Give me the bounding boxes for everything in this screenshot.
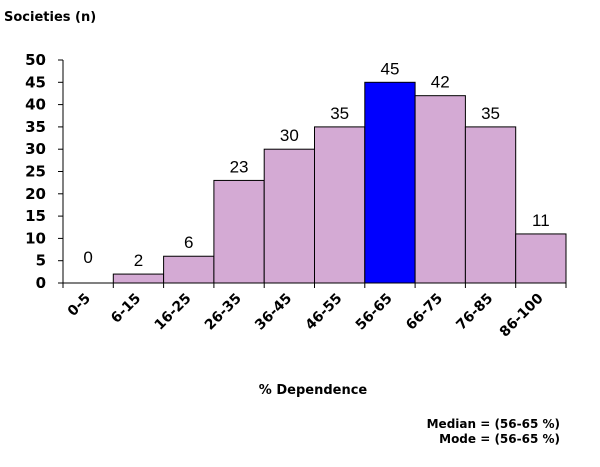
y-axis-label: Societies (n): [4, 10, 96, 25]
y-tick-label: 25: [25, 163, 46, 181]
data-label-66-75: 42: [431, 73, 450, 92]
x-tick-label: 86-100: [497, 290, 547, 340]
data-label-16-25: 6: [184, 233, 193, 252]
bar-26-35: [213, 179, 265, 284]
y-tick-label: 45: [25, 73, 46, 91]
x-tick-label: 16-25: [152, 291, 195, 334]
x-tick-label: 76-85: [453, 291, 496, 334]
bar-56-65: [364, 81, 416, 284]
x-axis-label: % Dependence: [259, 383, 368, 398]
y-tick-label: 5: [36, 252, 46, 270]
data-label-6-15: 2: [134, 251, 143, 270]
x-tick-label: 36-45: [252, 291, 295, 334]
data-label-56-65: 45: [380, 59, 399, 78]
data-label-46-55: 35: [330, 104, 349, 123]
y-tick-label: 40: [25, 96, 46, 114]
x-tick-label: 6-15: [108, 291, 144, 327]
data-label-76-85: 35: [481, 104, 500, 123]
y-tick-label: 35: [25, 118, 46, 136]
x-ticks: 0-5 6-15 16-25 26-35 36-45 46-55 56-65 66-75 76-…: [62, 283, 567, 340]
y-tick-label: 15: [25, 207, 46, 225]
median-annotation: Median = (56-65 %): [427, 417, 560, 431]
bar-66-75: [414, 95, 466, 284]
y-ticks: 0 5 10 15 20 25 30 35 40 45 50: [25, 51, 63, 292]
data-label-36-45: 30: [280, 126, 299, 145]
bar-46-55: [314, 126, 366, 284]
bar-76-85: [464, 126, 517, 284]
data-label-86-100: 11: [532, 211, 550, 230]
bars: [112, 81, 567, 284]
y-tick-label: 10: [25, 229, 46, 247]
bar-6-15: [112, 273, 165, 284]
y-tick-label: 0: [36, 274, 46, 292]
y-tick-label: 30: [25, 140, 46, 158]
bar-36-45: [263, 148, 316, 284]
bar-16-25: [163, 255, 215, 284]
bar-86-100: [515, 233, 567, 284]
data-label-26-35: 23: [230, 157, 249, 176]
x-tick-label: 56-65: [353, 291, 396, 334]
mode-annotation: Mode = (56-65 %): [439, 432, 560, 446]
x-tick-label: 26-35: [202, 291, 245, 334]
x-tick-label: 46-55: [302, 291, 345, 334]
y-tick-label: 20: [25, 185, 46, 203]
data-label-0-5: 0: [83, 248, 92, 267]
data-labels: 0 2 6 23 30 35 45 42 35 11: [83, 59, 549, 270]
x-tick-label: 0-5: [65, 291, 94, 320]
y-tick-label: 50: [25, 51, 46, 69]
x-tick-label: 66-75: [403, 291, 446, 334]
